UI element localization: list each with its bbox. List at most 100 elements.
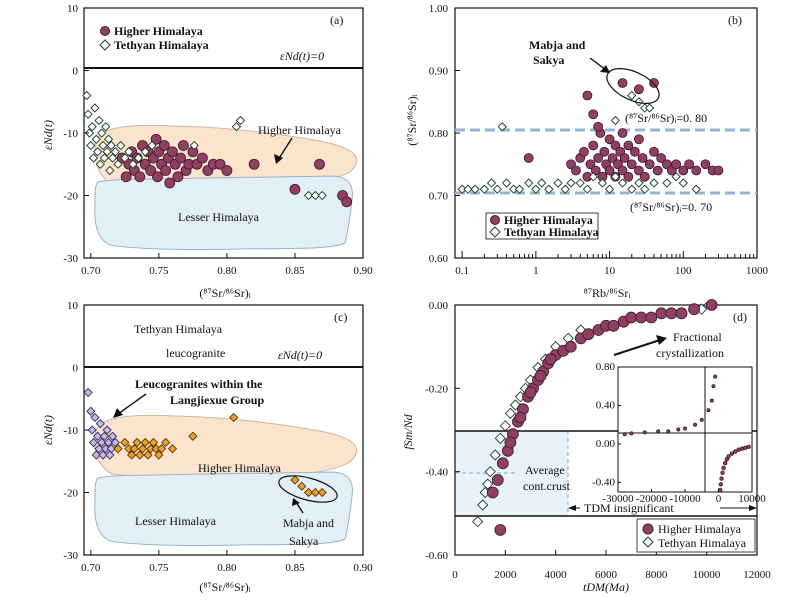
data-point-tethyan xyxy=(105,165,115,176)
data-point-higher xyxy=(134,171,146,183)
data-point-tethyan xyxy=(310,190,321,201)
data-point-tethyan xyxy=(235,115,246,126)
data-point-higher xyxy=(644,159,655,170)
data-point-higher xyxy=(617,165,628,176)
data-point-higher xyxy=(634,84,644,95)
data-point-higher xyxy=(582,328,595,341)
data-point-higher xyxy=(582,90,593,101)
data-point-tethyan xyxy=(553,178,563,188)
data-point-tethyan xyxy=(94,115,104,126)
x-tick-label: 4000 xyxy=(545,569,568,581)
arrow-fractional-d xyxy=(613,339,661,356)
inset-point xyxy=(711,384,716,389)
y-tick-label: -0.40 xyxy=(425,467,448,479)
x-axis-label-c: (⁸⁷Sr/⁸⁶Sr)ᵢ xyxy=(199,580,250,594)
panel-label-c: (c) xyxy=(334,310,347,324)
data-point-higher xyxy=(579,146,589,157)
data-point-tethyan xyxy=(113,159,123,169)
ref-label-070: (⁸⁷Sr/⁸⁶Sr)ᵢ=0. 70 xyxy=(630,200,712,214)
ref-label-080: (⁸⁷Sr/⁸⁶Sr)ᵢ=0. 80 xyxy=(625,111,707,125)
data-point-tethyan xyxy=(92,147,103,157)
data-point-higher xyxy=(604,134,615,145)
data-point-higher xyxy=(626,159,637,170)
x-tick-label: 0.90 xyxy=(353,265,373,277)
x-tick-label: 1000 xyxy=(746,265,769,277)
axis-ticks-a: 0.70 0.75 0.80 0.85 0.90 10 0 -10 -20 -30 xyxy=(63,3,373,277)
data-point-higher xyxy=(617,78,628,88)
data-point-tethyan xyxy=(84,128,95,138)
data-point-langjiexue xyxy=(95,419,105,429)
data-point-tethyan xyxy=(317,190,327,201)
legend-box-d xyxy=(636,518,756,553)
x-tick-label: 6000 xyxy=(595,569,618,581)
y-tick-label: 10 xyxy=(67,300,79,312)
data-point-tethyan xyxy=(691,184,701,194)
data-point-tethyan-leucogranite xyxy=(129,444,139,454)
data-point-higher xyxy=(700,159,711,170)
data-point-higher xyxy=(688,303,700,316)
data-point-higher xyxy=(629,146,640,157)
mabja-sakya-outline-c xyxy=(278,475,338,503)
inset-series xyxy=(622,374,751,493)
data-point-tethyan xyxy=(106,140,116,151)
x-tick-label: 1 xyxy=(533,265,539,277)
legend-symbol-tethyan-a xyxy=(99,39,111,51)
data-point-tethyan xyxy=(649,178,659,188)
legend-label-tethyan-d: Tethyan Himalaya xyxy=(658,536,747,550)
data-point-higher xyxy=(635,311,648,324)
data-point-tethyan xyxy=(95,159,105,169)
data-point-higher xyxy=(625,311,638,324)
data-point-tethyan xyxy=(189,140,199,151)
data-point-tethyan xyxy=(470,184,480,194)
data-point-tethyan xyxy=(479,184,489,194)
data-point-higher xyxy=(197,152,208,164)
data-point-langjiexue xyxy=(90,412,100,423)
data-point-higher xyxy=(544,353,557,366)
x-tick-label: 0.85 xyxy=(285,265,305,277)
legend-symbol-tethyan-d xyxy=(642,536,654,548)
data-point-tethyan xyxy=(124,147,134,157)
data-point-langjiexue xyxy=(87,425,97,435)
y-axis-label-d: fSm/Nd xyxy=(401,413,415,449)
data-point-higher xyxy=(494,524,507,536)
data-point-langjiexue xyxy=(106,444,116,454)
x-tick-label: 100 xyxy=(675,265,692,277)
data-point-tethyan-leucogranite xyxy=(126,450,137,460)
data-point-langjiexue xyxy=(99,431,110,441)
data-point-tethyan-leucogranite xyxy=(154,450,164,460)
data-point-tethyan xyxy=(537,178,547,188)
field-label-higher-c: Higher Himalaya xyxy=(198,461,282,475)
arrow-langjiexue-c xyxy=(117,393,147,415)
arrow-higher-a xyxy=(277,137,293,161)
legend-box-b xyxy=(485,212,599,240)
data-point-higher xyxy=(150,133,162,145)
data-point-higher xyxy=(164,177,176,189)
data-point-tethyan xyxy=(97,128,107,138)
x-tick-label: 0.1 xyxy=(455,265,469,277)
data-point-tethyan xyxy=(463,184,473,194)
panel-c: 0.70 0.75 0.80 0.85 0.90 10 0 -10 -20 -30 (c) Tet… xyxy=(41,300,373,594)
data-point-tethyan-leucogranite xyxy=(297,481,307,491)
data-point-higher xyxy=(617,128,628,138)
inset-point xyxy=(729,451,735,456)
data-point-tethyan xyxy=(531,184,541,194)
data-point-higher xyxy=(158,140,170,151)
panel-d: 0 2000 4000 6000 8000 10000 12000 0.00 -0.20 -0.4… xyxy=(401,299,771,594)
data-point-higher xyxy=(177,140,189,151)
arrowhead-higher-a xyxy=(274,154,283,164)
data-point-higher xyxy=(623,140,634,151)
data-point-higher xyxy=(691,165,702,176)
data-point-higher xyxy=(145,165,157,176)
data-point-tethyan xyxy=(472,516,484,528)
data-point-tethyan xyxy=(524,178,534,188)
y-axis-label-b: (⁸⁷Sr/⁸⁶Sr)ᵢ xyxy=(405,94,419,145)
data-point-higher xyxy=(152,171,163,183)
data-point-higher xyxy=(248,158,260,170)
data-point-tethyan xyxy=(610,115,621,126)
x-tick-label: 8000 xyxy=(645,569,668,581)
data-point-tethyan xyxy=(588,172,598,182)
data-point-tethyan xyxy=(504,407,517,419)
data-point-langjiexue xyxy=(103,437,114,448)
data-point-higher xyxy=(585,159,596,170)
inset-point xyxy=(718,482,724,487)
